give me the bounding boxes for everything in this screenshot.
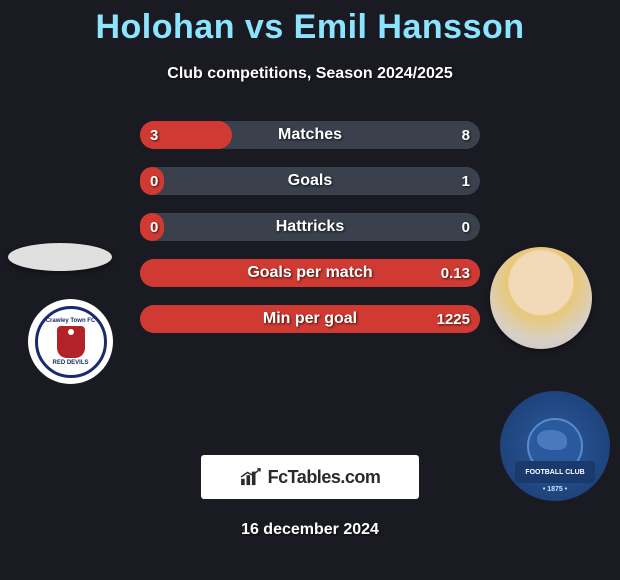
- comparison-area: Crawley Town FC RED DEVILS FOOTBALL CLUB…: [0, 121, 620, 401]
- player-left-avatar: [8, 243, 112, 271]
- stat-right-value: 0: [462, 213, 470, 241]
- chart-icon: [240, 468, 262, 486]
- stat-right-value: 0.13: [441, 259, 470, 287]
- club-right-sub: FOOTBALL CLUB: [525, 469, 584, 476]
- stat-right-value: 1225: [437, 305, 470, 333]
- date-label: 16 december 2024: [0, 521, 620, 539]
- stat-row: 0Hattricks0: [140, 213, 480, 241]
- player-right-avatar: [490, 247, 592, 349]
- stat-label: Matches: [140, 121, 480, 149]
- stat-row: 3Matches8: [140, 121, 480, 149]
- club-left-sub: RED DEVILS: [52, 360, 88, 366]
- club-right-year: • 1875 •: [543, 486, 567, 493]
- club-left-name: Crawley Town FC: [46, 318, 96, 324]
- stat-label: Hattricks: [140, 213, 480, 241]
- stat-right-value: 1: [462, 167, 470, 195]
- player-right-club-badge: FOOTBALL CLUB • 1875 •: [500, 391, 610, 501]
- stat-bars-container: 3Matches80Goals10Hattricks0Goals per mat…: [140, 121, 480, 351]
- stat-label: Goals per match: [140, 259, 480, 287]
- page-title: Holohan vs Emil Hansson: [0, 0, 620, 47]
- brand-box: FcTables.com: [201, 455, 419, 499]
- shield-icon: [57, 326, 85, 358]
- player-left-club-badge: Crawley Town FC RED DEVILS: [28, 299, 113, 384]
- stat-row: Goals per match0.13: [140, 259, 480, 287]
- stat-label: Min per goal: [140, 305, 480, 333]
- stat-right-value: 8: [462, 121, 470, 149]
- subtitle: Club competitions, Season 2024/2025: [0, 65, 620, 83]
- stat-row: 0Goals1: [140, 167, 480, 195]
- stat-label: Goals: [140, 167, 480, 195]
- club-right-banner: FOOTBALL CLUB: [515, 461, 595, 483]
- brand-text: FcTables.com: [268, 467, 381, 488]
- stat-row: Min per goal1225: [140, 305, 480, 333]
